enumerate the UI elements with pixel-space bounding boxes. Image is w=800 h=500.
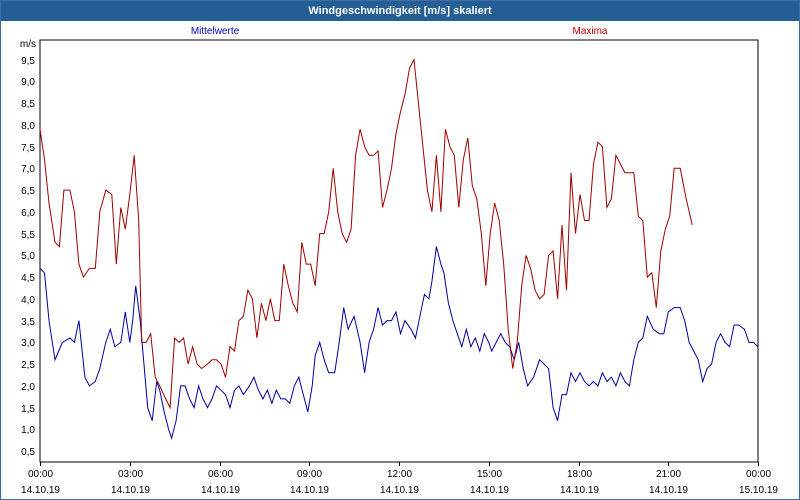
y-tick-label: 1,0 xyxy=(21,425,35,436)
y-tick-label: 1,5 xyxy=(21,404,35,415)
y-tick-label: 8,0 xyxy=(21,121,35,132)
legend-maxima: Maxima xyxy=(572,26,608,37)
y-unit-label: m/s xyxy=(20,39,36,50)
y-axis-labels: 0,5 1,0 1,5 2,0 2,5 3,0 3,5 4,0 4,5 5,0 5,5 6,0 6,5 7… xyxy=(20,39,36,458)
y-tick-label: 2,0 xyxy=(21,382,35,393)
x-tick-time: 03:00 xyxy=(118,469,143,480)
window-title: Windgeschwindigkeit [m/s] skaliert xyxy=(1,1,799,21)
x-axis-labels: 00:00 14.10.19 03:00 14.10.19 06:00 14.10.19 0… xyxy=(21,469,778,496)
y-tick-label: 7,5 xyxy=(21,143,35,154)
x-tick-date: 14.10.19 xyxy=(649,485,688,496)
y-tick-label: 9,5 xyxy=(21,56,35,67)
x-tick-date: 14.10.19 xyxy=(470,485,509,496)
plot-frame xyxy=(39,39,759,463)
x-tick-date: 15.10.19 xyxy=(739,485,778,496)
x-tick-date: 14.10.19 xyxy=(111,485,150,496)
x-tick-time: 00:00 xyxy=(746,469,771,480)
x-tick-time: 18:00 xyxy=(567,469,592,480)
y-tick-label: 3,5 xyxy=(21,317,35,328)
y-tick-label: 6,5 xyxy=(21,186,35,197)
y-tick-label: 4,0 xyxy=(21,295,35,306)
y-tick-label: 0,5 xyxy=(21,447,35,458)
x-tick-time: 12:00 xyxy=(387,469,412,480)
y-tick-label: 8,5 xyxy=(21,99,35,110)
y-tick-label: 3,0 xyxy=(21,338,35,349)
x-tick-date: 14.10.19 xyxy=(21,485,60,496)
x-tick-date: 14.10.19 xyxy=(380,485,419,496)
y-tick-label: 5,0 xyxy=(21,251,35,262)
y-tick-label: 5,5 xyxy=(21,230,35,241)
y-tick-label: 4,5 xyxy=(21,273,35,284)
x-tick-date: 14.10.19 xyxy=(560,485,599,496)
x-tick-date: 14.10.19 xyxy=(201,485,240,496)
chart-axes xyxy=(39,39,759,466)
x-tick-date: 14.10.19 xyxy=(290,485,329,496)
x-tick-time: 06:00 xyxy=(208,469,233,480)
x-tick-time: 21:00 xyxy=(656,469,681,480)
chart-series xyxy=(39,57,759,440)
x-tick-time: 09:00 xyxy=(297,469,322,480)
y-tick-label: 9,0 xyxy=(21,77,35,88)
y-tick-label: 6,0 xyxy=(21,208,35,219)
x-tick-time: 00:00 xyxy=(28,469,53,480)
legend-mittelwerte: Mittelwerte xyxy=(190,26,240,37)
series-line-mittelwerte xyxy=(39,246,759,440)
y-tick-label: 7,0 xyxy=(21,164,35,175)
series-line-maxima xyxy=(39,57,693,410)
x-tick-time: 15:00 xyxy=(477,469,502,480)
y-tick-label: 2,5 xyxy=(21,360,35,371)
